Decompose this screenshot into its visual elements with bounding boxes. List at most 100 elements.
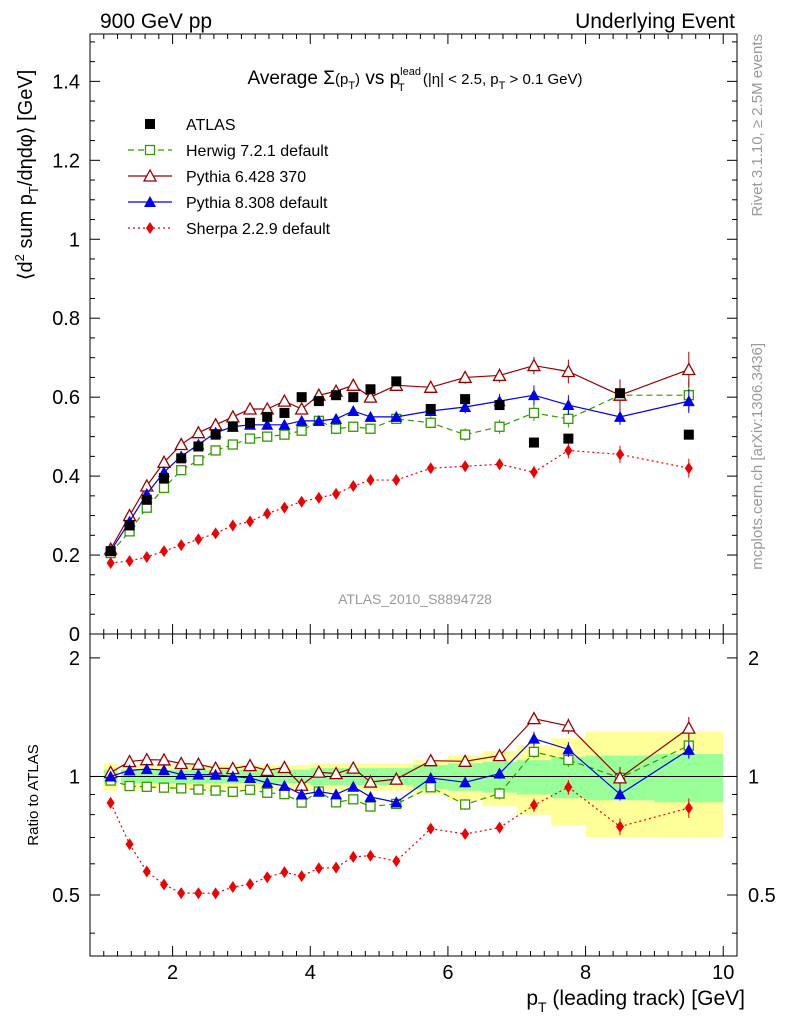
- ratio-point: [365, 801, 376, 812]
- x-tick-label: 10: [712, 962, 734, 984]
- series-point: [125, 554, 134, 567]
- y-tick-label: 0.2: [52, 545, 80, 567]
- data-point: [348, 392, 359, 403]
- ratio-point: [494, 788, 505, 799]
- data-point: [313, 396, 324, 407]
- ratio-point: [389, 771, 404, 785]
- legend-label: Pythia 6.428 370: [186, 169, 306, 186]
- legend-label: Herwig 7.2.1 default: [186, 143, 329, 160]
- ratio-point: [493, 767, 506, 779]
- mcplots-label: mcplots.cern.ch [arXiv:1306.3436]: [749, 343, 766, 570]
- series-point: [562, 399, 575, 411]
- series-point: [346, 377, 361, 391]
- ratio-point: [528, 746, 540, 758]
- series-point: [527, 389, 540, 401]
- ratio-point: [458, 753, 473, 767]
- series-point: [177, 539, 186, 552]
- ratio-point: [244, 772, 257, 784]
- series-point: [529, 466, 538, 479]
- series-point: [295, 414, 308, 426]
- data-point: [227, 421, 238, 432]
- y-tick-label: 0: [69, 624, 80, 646]
- series-point: [330, 412, 343, 424]
- ratio-point: [363, 774, 378, 788]
- ratio-point: [527, 732, 540, 744]
- ratio-point: [159, 878, 168, 891]
- ratio-point: [123, 764, 136, 776]
- ratio-point: [425, 782, 436, 793]
- series-point: [458, 370, 473, 384]
- ratio-point: [349, 850, 358, 863]
- y-tick-label: 0.6: [52, 387, 80, 409]
- series-point: [158, 482, 170, 494]
- x-tick-label: 4: [305, 962, 316, 984]
- series-point: [494, 421, 505, 432]
- ratio-point: [424, 771, 437, 783]
- series-point: [176, 465, 187, 476]
- series-point: [242, 401, 258, 415]
- ratio-point: [142, 865, 151, 878]
- series-point: [278, 418, 291, 430]
- ratio-line-0: [110, 745, 690, 808]
- ratio-point: [175, 768, 188, 780]
- series-point: [366, 474, 375, 487]
- ratio-point: [561, 718, 576, 732]
- x-tick-label: 8: [580, 962, 591, 984]
- series-line-3: [110, 449, 689, 564]
- series-point: [348, 421, 359, 432]
- x-axis-label: pT (leading track) [GeV]: [526, 987, 745, 1015]
- ratio-y-tick-label: 1: [69, 766, 80, 788]
- ratio-point: [124, 780, 135, 792]
- ratio-point: [328, 766, 344, 780]
- series-point: [159, 545, 168, 558]
- series-point: [296, 425, 307, 436]
- series-point: [294, 401, 309, 415]
- ratio-point: [141, 781, 152, 792]
- ratio-point: [681, 720, 696, 734]
- series-point: [228, 519, 237, 532]
- data-point: [528, 437, 539, 448]
- series-point: [261, 418, 274, 430]
- ratio-point: [682, 743, 695, 755]
- legend-label: Sherpa 2.2.9 default: [186, 221, 331, 238]
- ratio-point: [297, 870, 306, 883]
- ratio-point: [104, 770, 117, 782]
- series-point: [227, 439, 238, 450]
- ratio-point: [347, 780, 360, 792]
- ratio-point: [157, 764, 170, 776]
- ratio-y-tick-label-right: 0.5: [748, 885, 776, 907]
- ratio-point: [366, 849, 375, 862]
- series-point: [277, 393, 292, 407]
- ratio-y-tick-label: 2: [69, 648, 80, 670]
- ratio-point: [346, 760, 361, 774]
- series-point: [142, 551, 151, 564]
- data-point: [262, 411, 273, 422]
- series-point: [297, 495, 306, 508]
- ratio-point: [261, 776, 274, 788]
- data-point: [193, 441, 204, 452]
- ratio-point: [260, 762, 275, 776]
- x-tick-label: 2: [167, 962, 178, 984]
- data-point: [124, 520, 135, 531]
- series-point: [682, 395, 695, 407]
- series-point: [423, 379, 438, 393]
- series-point: [314, 491, 323, 504]
- ratio-point: [177, 887, 186, 900]
- header-right: Underlying Event: [575, 10, 735, 33]
- series-point: [174, 437, 189, 451]
- legend-label: ATLAS: [186, 117, 236, 134]
- x-tick-label: 6: [442, 962, 453, 984]
- series-point: [349, 479, 358, 492]
- data-point: [105, 546, 116, 557]
- data-point: [365, 384, 376, 395]
- ratio-point: [278, 779, 291, 791]
- y-tick-label: 1.4: [52, 71, 80, 93]
- ratio-point: [390, 796, 403, 808]
- series-point: [613, 410, 626, 422]
- data-point: [460, 394, 471, 405]
- ratio-point: [246, 878, 255, 891]
- data-point: [391, 376, 402, 387]
- legend-marker: [146, 222, 154, 234]
- ratio-point: [311, 764, 326, 778]
